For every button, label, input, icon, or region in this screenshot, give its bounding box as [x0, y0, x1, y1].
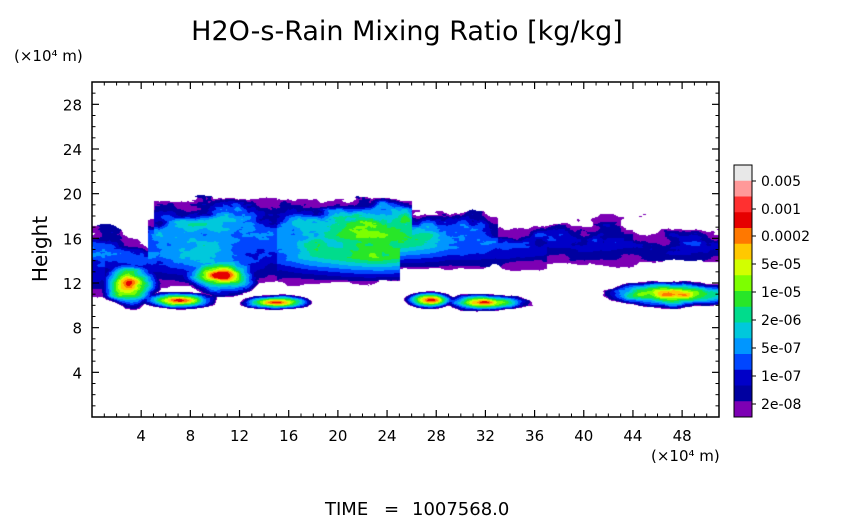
chart-title: H2O-s-Rain Mixing Ratio [kg/kg] — [191, 16, 623, 47]
y-tick-label: 28 — [63, 96, 82, 114]
heatmap-field — [92, 82, 719, 417]
colorbar-swatch — [734, 196, 752, 213]
y-tick-label: 4 — [72, 364, 82, 382]
y-axis-unit: (×10⁴ m) — [14, 47, 83, 65]
y-axis-label: Height — [28, 216, 52, 282]
colorbar-swatch — [734, 243, 752, 260]
colorbar-frame — [733, 164, 753, 418]
colorbar-label: 0.0002 — [761, 229, 810, 245]
colorbar-label: 2e-06 — [761, 313, 801, 329]
x-tick-label: 32 — [476, 427, 495, 445]
x-tick-label: 40 — [574, 427, 593, 445]
y-tick-label: 20 — [63, 186, 82, 204]
x-tick-label: 4 — [136, 427, 146, 445]
colorbar-swatch — [734, 180, 752, 197]
colorbar: 0.005 0.001 0.0002 5e-05 1e-05 2e-06 5e-07 1e-0… — [733, 164, 810, 418]
y-tick-label: 24 — [63, 141, 82, 159]
colorbar-swatch — [734, 401, 752, 418]
colorbar-swatch — [734, 275, 752, 292]
colorbar-label: 0.005 — [761, 174, 801, 190]
x-tick-label: 48 — [673, 427, 692, 445]
x-tick-label: 28 — [427, 427, 446, 445]
time-value: 1007568.0 — [412, 499, 509, 519]
x-tick-label: 8 — [186, 427, 196, 445]
colorbar-swatch — [734, 354, 752, 371]
x-tick-label: 36 — [525, 427, 544, 445]
colorbar-swatch — [734, 259, 752, 276]
colorbar-label: 2e-08 — [761, 397, 801, 413]
colorbar-swatch — [734, 212, 752, 229]
colorbar-swatch — [734, 291, 752, 308]
y-tick-label: 16 — [63, 230, 82, 248]
x-tick-label: 24 — [378, 427, 397, 445]
colorbar-swatch — [734, 322, 752, 339]
colorbar-label: 5e-07 — [761, 341, 801, 357]
y-axis-ticks: 4 8 12 16 20 24 28 — [63, 92, 719, 407]
colorbar-swatch — [734, 338, 752, 355]
y-tick-label: 8 — [72, 320, 82, 338]
x-tick-label: 44 — [623, 427, 642, 445]
time-equals: = — [384, 499, 399, 519]
time-label: TIME — [324, 499, 368, 519]
colorbar-label: 1e-07 — [761, 369, 801, 385]
x-axis-unit: (×10⁴ m) — [651, 447, 720, 465]
colorbar-label: 0.001 — [761, 202, 801, 218]
y-tick-label: 12 — [63, 275, 82, 293]
colorbar-label: 1e-05 — [761, 285, 801, 301]
x-tick-label: 12 — [230, 427, 249, 445]
x-tick-label: 16 — [279, 427, 298, 445]
colorbar-swatch — [734, 165, 752, 182]
x-axis-ticks: 4 8 12 16 20 24 28 32 36 40 44 48 — [103, 82, 708, 445]
colorbar-swatch — [734, 306, 752, 323]
colorbar-label: 5e-05 — [761, 257, 801, 273]
colorbar-swatch — [734, 369, 752, 386]
colorbar-swatch — [734, 385, 752, 402]
heatmap-image — [92, 82, 719, 417]
x-tick-label: 20 — [328, 427, 347, 445]
colorbar-swatch — [734, 228, 752, 245]
